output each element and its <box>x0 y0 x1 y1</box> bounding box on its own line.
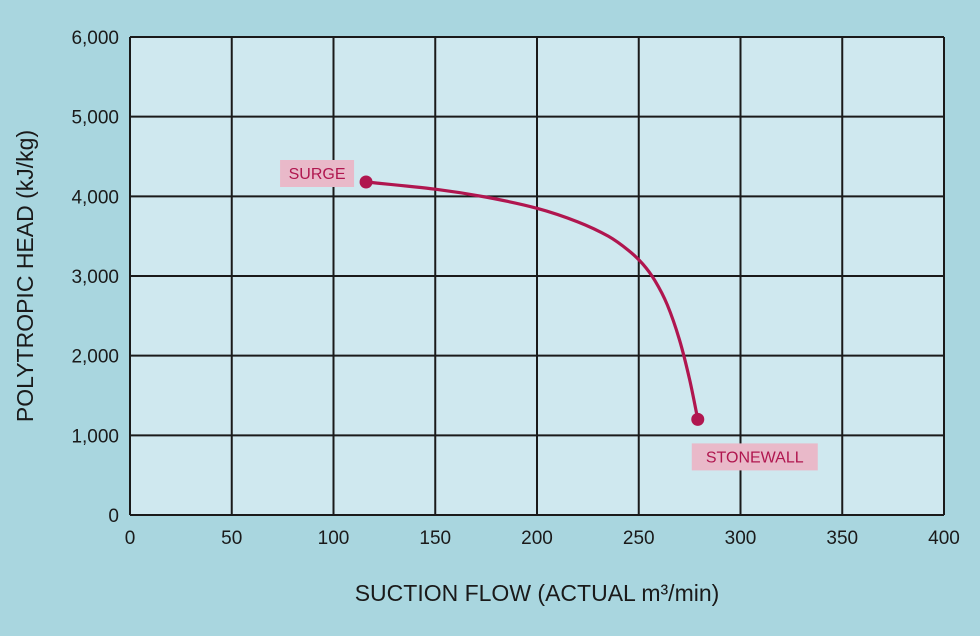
y-tick-label: 6,000 <box>71 28 119 49</box>
y-tick-label: 5,000 <box>71 108 119 129</box>
grid <box>129 36 945 516</box>
y-tick-label: 0 <box>108 506 119 527</box>
callout-box <box>691 443 818 471</box>
series-line <box>364 180 700 421</box>
x-tick-label: 250 <box>623 528 655 549</box>
x-tick-label: 150 <box>419 528 451 549</box>
x-tick-label: 350 <box>826 528 858 549</box>
annotations: SURGE STONEWALL <box>280 159 818 471</box>
x-tick-label: 0 <box>125 528 136 549</box>
y-axis-title: POLYTROPIC HEAD (kJ/kg) <box>12 130 38 422</box>
y-tick-label: 4,000 <box>71 187 119 208</box>
x-axis-title: SUCTION FLOW (ACTUAL m³/min) <box>355 580 720 606</box>
surge-callout: SURGE <box>280 159 355 187</box>
callout-label: SURGE <box>289 166 346 183</box>
y-tick-label: 1,000 <box>71 426 119 447</box>
x-tick-label: 50 <box>221 528 242 549</box>
x-axis-ticks: 0 50 100 150 200 250 300 350 400 <box>125 528 960 549</box>
stonewall-point <box>691 412 705 426</box>
x-tick-label: 400 <box>928 528 960 549</box>
y-axis-ticks: 0 1,000 2,000 3,000 4,000 5,000 6,000 <box>71 28 119 527</box>
x-tick-label: 100 <box>318 528 350 549</box>
series-points <box>359 175 705 426</box>
surge-point <box>359 175 373 189</box>
x-tick-label: 200 <box>521 528 553 549</box>
callout-label: STONEWALL <box>706 449 804 466</box>
stonewall-callout: STONEWALL <box>691 443 818 471</box>
callout-box <box>280 159 355 187</box>
x-tick-label: 300 <box>725 528 757 549</box>
y-tick-label: 2,000 <box>71 347 119 368</box>
y-tick-label: 3,000 <box>71 267 119 288</box>
